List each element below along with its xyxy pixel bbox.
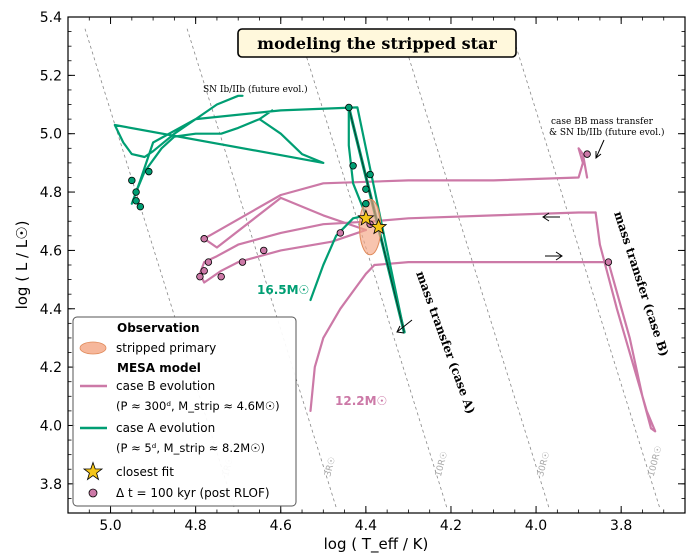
case-b-marker (238, 258, 247, 266)
case-bb-arrow (595, 139, 605, 159)
case-b-segment-5 (203, 147, 589, 249)
y-axis-label: log ( L / L☉) (13, 221, 31, 310)
x-tick-label: 4.4 (355, 518, 377, 534)
case-b-marker (260, 246, 268, 255)
case-a-segment-3 (113, 94, 406, 334)
y-tick-label: 5.4 (40, 10, 62, 26)
radius-label-1: 3R☉ (323, 456, 338, 478)
legend-fit-star (82, 461, 104, 481)
case-a-marker (132, 197, 140, 205)
case-b-marker (204, 258, 213, 266)
y-tick-label: 4.0 (40, 418, 62, 434)
title-box (237, 28, 517, 58)
radius-label-4: 100R☉ (647, 445, 665, 478)
y-tick-label: 4.2 (40, 360, 62, 376)
radius-line-3 (399, 28, 550, 508)
series-layer (113, 94, 657, 433)
case-b-arrow-upper-head (542, 212, 550, 222)
annotation-arrows (396, 139, 605, 334)
case-a-arrow (396, 319, 413, 333)
y-tick-label: 4.4 (40, 302, 62, 318)
legend: Observation stripped primary MESA model … (72, 316, 297, 507)
case-b-marker (604, 258, 613, 266)
chart-title: modeling the stripped star (257, 34, 497, 53)
case-a-arrow-head (396, 325, 405, 334)
case-a-marker (349, 162, 357, 170)
case-b-marker (196, 272, 204, 281)
case-a-marker (136, 202, 145, 211)
case-b-marker (200, 235, 208, 243)
y-tick-label: 4.6 (40, 243, 62, 259)
annotation-16-5-msun: 16.5M☉ (257, 283, 309, 297)
x-tick-label: 4.2 (440, 518, 462, 534)
case-a-marker (366, 170, 374, 179)
legend-mesa-title: MESA model (117, 361, 201, 375)
radius-label-2: 10R☉ (434, 450, 450, 477)
annotation-12-2-msun: 12.2M☉ (335, 394, 387, 408)
closest-fit-star (357, 209, 375, 226)
case-b-segment-0 (309, 263, 376, 412)
case-b-marker (336, 229, 345, 237)
case-b-segment-1 (373, 261, 610, 267)
legend-observation-title: Observation (117, 321, 200, 335)
x-tick-label: 5.0 (99, 518, 121, 534)
case-a-marker (132, 188, 140, 196)
case-a-segment-0 (309, 214, 367, 302)
case-a-marker (345, 103, 353, 112)
case-bb-arrow-head (595, 151, 602, 160)
legend-case-b-label: case B evolution (116, 379, 215, 393)
legend-case-a-params: (P ≈ 5ᵈ, M_strip ≈ 8.2M☉) (116, 441, 265, 455)
radius-label-3: 30R☉ (536, 450, 552, 477)
case-b-marker (217, 272, 225, 281)
y-tick-label: 4.8 (40, 185, 62, 201)
y-tick-label: 5.0 (40, 127, 62, 143)
legend-marker-label: Δ t = 100 kyr (post RLOF) (116, 486, 270, 500)
legend-observation-swatch (79, 341, 107, 355)
annotation-case-bb-line1: case BB mass transfer (551, 117, 654, 127)
case-b-marker (200, 267, 208, 275)
y-tick-label: 3.8 (40, 477, 62, 493)
x-axis-label: log ( T_eff / K) (324, 535, 429, 553)
x-tick-label: 4.8 (185, 518, 207, 534)
legend-observation-label: stripped primary (116, 341, 216, 355)
case-b-arrow-lower-head (555, 251, 563, 261)
case-a-marker (362, 200, 370, 208)
case-b-marker (583, 150, 591, 158)
y-tick-label: 5.2 (40, 68, 62, 84)
x-tick-label: 4.0 (525, 518, 547, 534)
x-tick-label: 3.8 (610, 518, 632, 534)
legend-case-b-params: (P ≈ 300ᵈ, M_strip ≈ 4.6M☉) (116, 399, 280, 413)
annotation-mass-transfer-a: mass transfer (case A) (413, 269, 478, 416)
legend-box (72, 316, 297, 507)
annotation-case-bb-line2: & SN Ib/IIb (future evol.) (549, 127, 664, 138)
x-tick-label: 4.6 (270, 518, 292, 534)
legend-marker-circle (88, 488, 98, 498)
y-axis-ticks: 3.8 4.0 4.2 4.4 4.6 4.8 5.0 5.2 5.4 (40, 10, 685, 499)
case-a-marker (145, 167, 153, 176)
case-b-segment-2 (594, 211, 657, 433)
closest-fit-layer (357, 209, 388, 235)
case-b-segment-3 (373, 211, 597, 223)
legend-case-a-label: case A evolution (116, 421, 215, 435)
x-axis-ticks: 5.0 4.8 4.6 4.4 4.2 4.0 3.8 (88, 17, 665, 534)
annotation-mass-transfer-b: mass transfer (case B) (611, 210, 671, 359)
legend-fit-label: closest fit (116, 465, 174, 479)
annotation-sn-future: SN Ib/IIb (future evol.) (203, 84, 308, 95)
closest-fit-star (369, 217, 388, 235)
case-b-segment-4 (198, 220, 376, 284)
case-a-marker (362, 185, 370, 193)
case-a-marker (128, 176, 136, 185)
